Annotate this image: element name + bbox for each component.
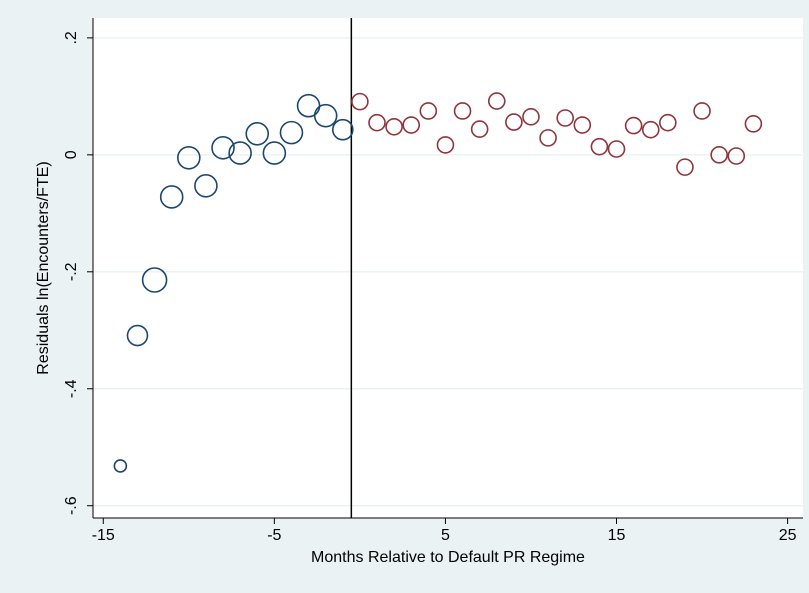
point xyxy=(710,146,728,164)
point xyxy=(539,129,557,147)
point xyxy=(727,147,746,165)
point xyxy=(590,137,609,156)
point xyxy=(436,136,455,154)
point xyxy=(368,113,386,132)
point xyxy=(331,118,354,141)
y-tick-label: .2 xyxy=(63,31,80,44)
point xyxy=(693,102,711,120)
point xyxy=(141,267,168,293)
y-tick-label: -.6 xyxy=(63,496,80,515)
point xyxy=(453,102,472,120)
point xyxy=(641,120,660,139)
y-tick-label: -.4 xyxy=(63,379,80,398)
point xyxy=(279,120,304,145)
y-tick-label: -.2 xyxy=(63,262,80,281)
y-axis-label: Residuals ln(Encounters/FTE) xyxy=(35,161,52,374)
point xyxy=(419,102,438,120)
point xyxy=(313,103,338,128)
point xyxy=(228,141,252,165)
point xyxy=(573,116,592,134)
point xyxy=(402,116,421,134)
point xyxy=(177,145,201,170)
x-tick-label: 5 xyxy=(441,527,450,544)
point xyxy=(211,136,235,160)
point xyxy=(126,324,149,347)
point xyxy=(245,121,270,146)
point xyxy=(505,113,523,131)
x-tick-label: 15 xyxy=(608,527,626,544)
point xyxy=(113,459,128,473)
point xyxy=(607,140,626,158)
point xyxy=(194,174,218,198)
point xyxy=(556,109,574,127)
point xyxy=(487,92,506,110)
plot-area xyxy=(93,18,803,518)
point xyxy=(744,115,763,133)
x-tick-label: -15 xyxy=(92,527,115,544)
point xyxy=(262,141,287,165)
point xyxy=(659,113,677,132)
point xyxy=(351,92,369,111)
point xyxy=(385,117,403,136)
x-tick-label: -5 xyxy=(267,527,281,544)
point xyxy=(676,158,694,176)
x-tick-label: 25 xyxy=(779,527,797,544)
point xyxy=(624,116,643,135)
point xyxy=(470,120,489,138)
x-axis-label: Months Relative to Default PR Regime xyxy=(311,549,585,566)
y-tick-label: 0 xyxy=(63,150,80,159)
point xyxy=(159,185,184,209)
point xyxy=(522,108,540,126)
